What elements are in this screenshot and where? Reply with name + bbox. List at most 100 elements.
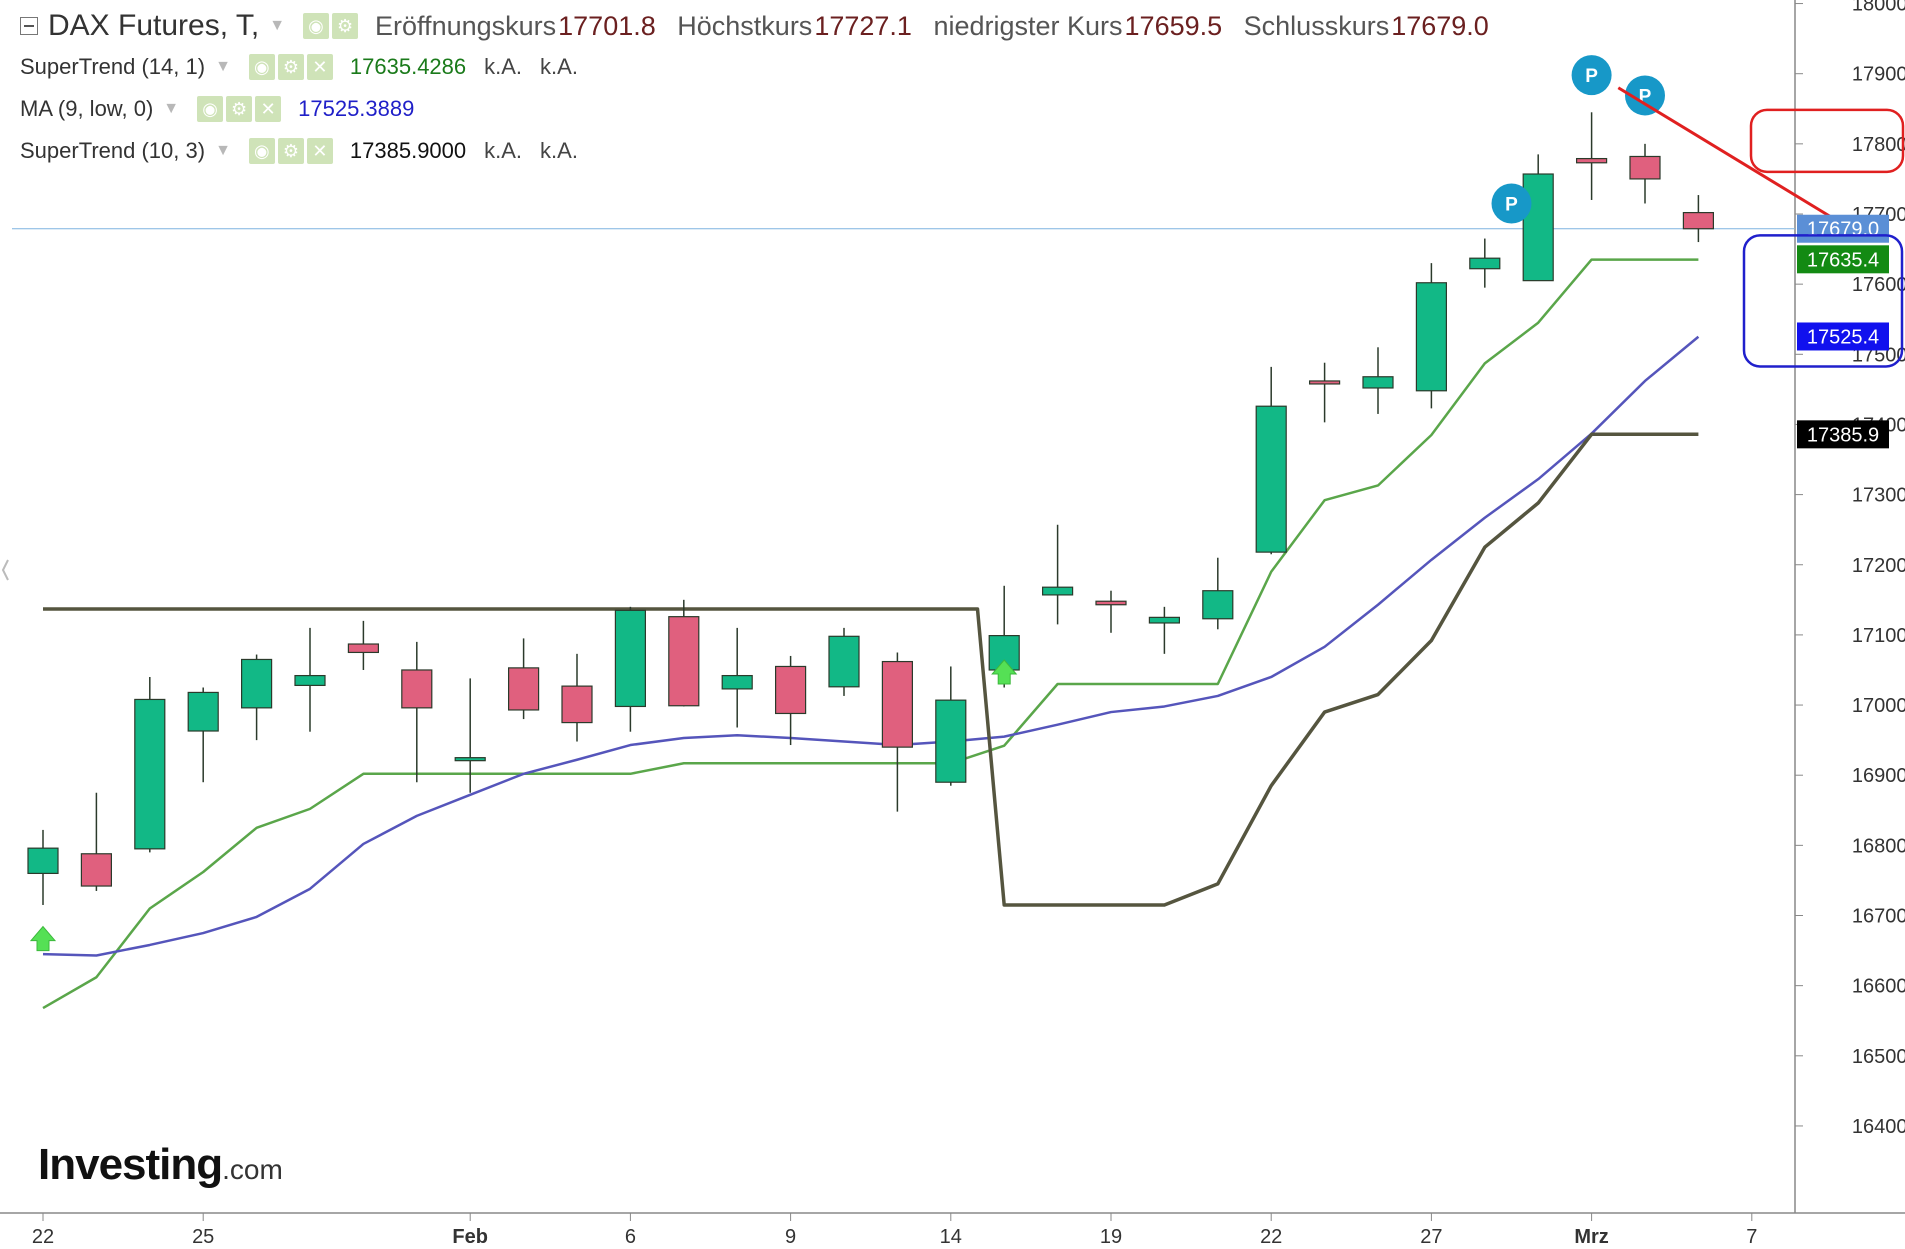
axis-price-label: 17525.4 <box>1797 322 1889 351</box>
collapse-legend-icon[interactable] <box>20 17 38 35</box>
candle <box>828 627 860 696</box>
candle-body <box>27 847 59 875</box>
candle <box>80 792 113 891</box>
gear-icon[interactable]: ⚙ <box>226 96 253 122</box>
x-tick-label: 9 <box>785 1226 796 1248</box>
x-tick-label: 25 <box>192 1226 214 1248</box>
eye-icon[interactable]: ◉ <box>197 96 224 122</box>
x-tick-label: 7 <box>1746 1226 1757 1248</box>
eye-icon[interactable]: ◉ <box>248 54 275 80</box>
candle-body <box>347 643 379 654</box>
x-tick-label: 14 <box>940 1226 962 1248</box>
chevron-down-icon[interactable]: ▼ <box>215 142 231 159</box>
candle <box>1308 362 1341 423</box>
axis-price-label: 17679.0 <box>1797 214 1889 243</box>
eye-icon[interactable]: ◉ <box>303 13 330 39</box>
close-icon[interactable]: ✕ <box>255 96 282 122</box>
candle <box>241 654 273 741</box>
price-label-bg <box>1797 214 1889 243</box>
candle <box>1148 606 1181 654</box>
annotation-red-trendline <box>1617 86 1833 219</box>
y-tick-label: 17900.0 <box>1852 64 1905 86</box>
x-tick-label: Mrz <box>1574 1226 1608 1248</box>
candle-body <box>1362 376 1394 389</box>
candle <box>187 687 219 783</box>
candle <box>721 627 753 728</box>
candle <box>1255 366 1287 555</box>
chevron-down-icon[interactable]: ▼ <box>163 100 180 117</box>
candle <box>1469 238 1501 288</box>
indicator-value: 17525.3889 <box>298 96 415 121</box>
candle <box>561 653 593 742</box>
supertrend-10-line <box>43 432 1699 907</box>
ohlc-group: Eröffnungskurs17701.8 Höchstkurs17727.1 … <box>361 11 1489 42</box>
candle-body <box>1522 173 1554 282</box>
candle-body <box>1095 600 1127 606</box>
pivot-circle <box>1625 75 1665 116</box>
chart-legend: DAX Futures, T, ▼ ◉ ⚙ Eröffnungskurs1770… <box>20 6 1489 172</box>
gear-icon[interactable]: ⚙ <box>277 54 304 80</box>
x-tick-label: 22 <box>1260 1226 1282 1248</box>
candle-body <box>1469 257 1501 270</box>
chevron-down-icon[interactable]: ▼ <box>269 17 286 34</box>
candle-body <box>508 667 540 711</box>
ohlc-low-value: 17659.5 <box>1124 10 1223 41</box>
indicator-extra: k.A. <box>484 138 523 163</box>
candle-body <box>721 674 753 690</box>
gear-icon[interactable]: ⚙ <box>277 138 304 164</box>
candle <box>881 652 914 812</box>
x-tick-label: 27 <box>1420 1226 1442 1248</box>
candle-body <box>187 691 219 732</box>
candle-body <box>401 669 433 709</box>
legend-indicator-supertrend-10[interactable]: SuperTrend (10, 3) ▼ ◉ ⚙ ✕ 17385.9000 k.… <box>20 130 1489 172</box>
indicator-name: MA (9, low, 0) <box>20 96 154 121</box>
y-tick-label: 17200.0 <box>1852 555 1905 577</box>
candle <box>1629 143 1661 204</box>
candle-body <box>1308 380 1341 385</box>
close-icon[interactable]: ✕ <box>306 138 333 164</box>
legend-main-row: DAX Futures, T, ▼ ◉ ⚙ Eröffnungskurs1770… <box>20 6 1489 46</box>
indicator-value: 17635.4286 <box>349 54 467 79</box>
y-tick-label: 17300.0 <box>1852 485 1905 507</box>
candle <box>454 678 486 793</box>
pivot-marker-icon: P <box>1491 183 1532 224</box>
candle <box>401 641 433 783</box>
candle-body <box>1041 586 1074 596</box>
x-tick-label: 6 <box>625 1226 636 1248</box>
candle-body <box>828 635 860 688</box>
candle <box>508 638 540 720</box>
logo-brand: Investing <box>38 1140 223 1189</box>
candle <box>347 620 379 670</box>
instrument-title: DAX Futures, T, <box>48 9 260 42</box>
buy-arrow-icon <box>991 659 1018 685</box>
candle-body <box>1575 157 1608 164</box>
candle-body <box>1415 282 1448 392</box>
price-label-text: 17525.4 <box>1807 326 1879 348</box>
legend-indicator-ma-9[interactable]: MA (9, low, 0) ▼ ◉ ⚙ ✕ 17525.3889 <box>20 88 1489 130</box>
candle <box>668 599 700 707</box>
candle <box>935 666 967 786</box>
legend-indicator-supertrend-14[interactable]: SuperTrend (14, 1) ▼ ◉ ⚙ ✕ 17635.4286 k.… <box>20 46 1489 88</box>
candle-body <box>1148 616 1181 624</box>
drag-handle-icon <box>1 559 9 581</box>
candle-body <box>935 699 967 783</box>
eye-icon[interactable]: ◉ <box>248 138 275 164</box>
y-tick-label: 16500.0 <box>1852 1046 1905 1068</box>
candle <box>1575 112 1608 200</box>
x-tick-label: 22 <box>32 1226 54 1248</box>
candle <box>1362 347 1394 414</box>
gear-icon[interactable]: ⚙ <box>332 13 359 39</box>
close-icon[interactable]: ✕ <box>306 54 333 80</box>
candle <box>1415 263 1448 409</box>
pivot-marker-icon: P <box>1571 55 1612 96</box>
candle-body <box>294 674 326 687</box>
chevron-down-icon[interactable]: ▼ <box>215 58 231 75</box>
candle <box>27 829 59 905</box>
ma-9-line <box>42 335 1700 957</box>
ohlc-close-label: Schlusskurs <box>1243 10 1390 41</box>
candle-body <box>1682 211 1715 230</box>
y-tick-label: 16800.0 <box>1852 835 1905 857</box>
candle-body <box>668 616 700 707</box>
